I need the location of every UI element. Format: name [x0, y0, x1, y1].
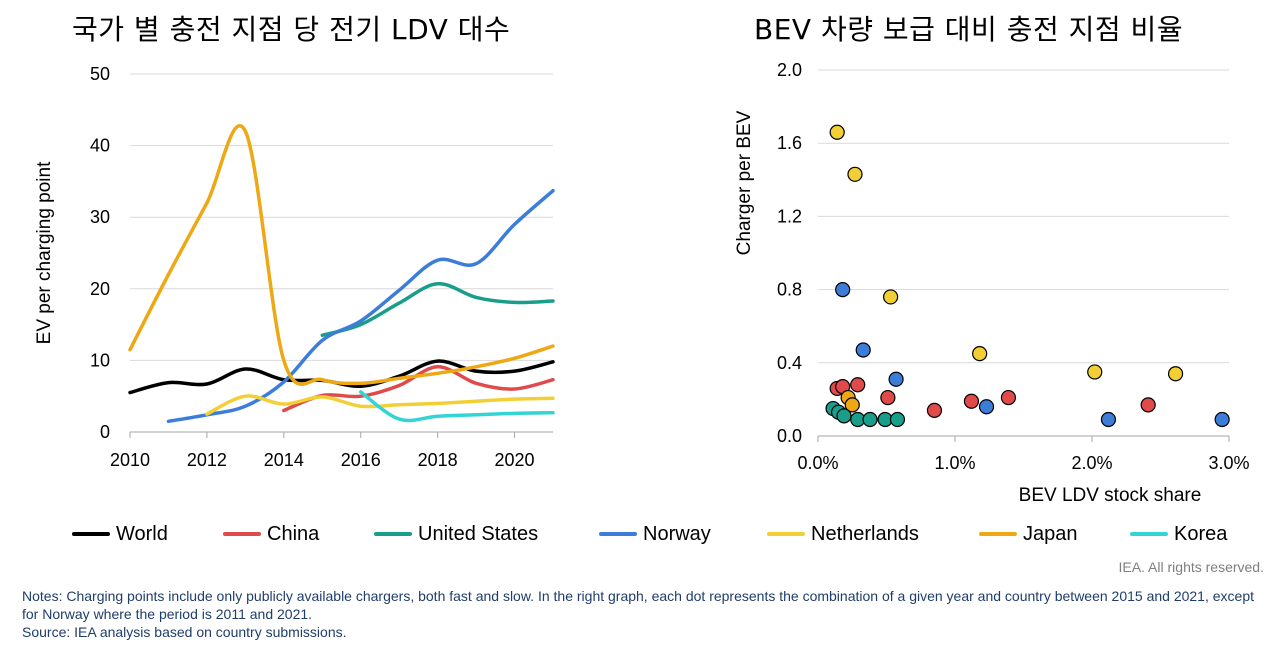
right-x-tick-label: 2.0% [1071, 453, 1112, 473]
left-y-tick-label: 10 [90, 350, 110, 370]
left-x-tick-label: 2010 [110, 450, 150, 470]
scatter-point-china [850, 377, 866, 393]
right-y-tick-label: 0.4 [777, 353, 802, 373]
legend-item-norway: Norway [599, 521, 711, 547]
left-chart-title: 국가 별 충전 지점 당 전기 LDV 대수 [72, 13, 511, 46]
scatter-point-united-states [862, 411, 878, 428]
legend-swatch-norway [599, 532, 637, 536]
scatter-point-japan [844, 397, 860, 413]
series-line-korea [358, 390, 555, 423]
left-x-tick-label: 2018 [418, 450, 458, 470]
left-y-tick-label: 40 [90, 136, 110, 156]
scatter-point-norway [888, 371, 904, 387]
legend-label: Norway [643, 522, 711, 545]
legend-item-japan: Japan [979, 521, 1078, 547]
legend-label: China [267, 522, 320, 545]
left-x-tick-label: 2014 [264, 450, 304, 470]
left-y-tick-label: 30 [90, 207, 110, 227]
legend-item-netherlands: Netherlands [767, 521, 919, 547]
scatter-point-china [926, 402, 943, 418]
legend-label: Netherlands [811, 522, 919, 545]
scatter-point-united-states [836, 408, 852, 424]
right-y-tick-label: 1.2 [777, 206, 802, 226]
notes-text: Notes: Charging points include only publ… [22, 588, 1254, 622]
scatter-point-china [1000, 389, 1017, 406]
scatter-point-netherlands [883, 289, 899, 305]
notes-block: Notes: Charging points include only publ… [22, 587, 1262, 641]
scatter-point-china [880, 389, 896, 406]
right-x-tick-label: 3.0% [1208, 453, 1249, 473]
left-y-tick-label: 50 [90, 64, 110, 84]
legend-swatch-china [223, 532, 261, 536]
scatter-point-china [963, 393, 980, 409]
right-axes: 0.0 0.4 0.8 1.2 1.6 2.0 0.0% 1.0% 2.0% 3.0% BEV LD… [734, 60, 1250, 506]
scatter-point-norway [1214, 411, 1230, 428]
series-line-japan [128, 124, 555, 386]
left-gridlines [130, 73, 553, 361]
left-y-tick-label: 20 [90, 279, 110, 299]
left-series-lines [128, 124, 555, 424]
scatter-point-norway [978, 399, 995, 415]
right-y-axis-title: Charger per BEV [734, 110, 755, 255]
rights-notice: IEA. All rights reserved. [1118, 559, 1264, 575]
right-x-axis-title: BEV LDV stock share [1019, 485, 1202, 506]
legend-swatch-japan [979, 532, 1017, 536]
series-line-netherlands [205, 394, 555, 416]
scatter-point-norway [855, 342, 871, 358]
legend-item-china: China [223, 521, 319, 547]
right-y-tick-label: 1.6 [777, 133, 802, 153]
legend-swatch-world [72, 532, 110, 536]
scatter-point-norway [835, 282, 851, 298]
right-x-tick-label: 0.0% [797, 453, 838, 473]
right-y-tick-label: 0.0 [777, 426, 802, 446]
left-y-axis-title: EV per charging point [34, 161, 55, 344]
right-chart-title: BEV 차량 보급 대비 충전 지점 비율 [754, 13, 1184, 46]
legend-item-united-states: United States [374, 521, 538, 547]
scatter-point-netherlands [847, 166, 863, 182]
scatter-point-netherlands [1167, 366, 1184, 382]
scatter-point-netherlands [972, 346, 988, 362]
scatter-point-united-states [889, 411, 906, 428]
left-y-tick-label: 0 [100, 422, 110, 442]
legend: World China United States Norway Netherl… [72, 521, 1272, 547]
scatter-point-netherlands [829, 124, 845, 140]
scatter-point-netherlands [1087, 364, 1103, 380]
legend-label: Japan [1023, 522, 1078, 545]
right-scatter-points [825, 124, 1230, 428]
left-x-tick-label: 2020 [495, 450, 535, 470]
left-x-tick-label: 2012 [187, 450, 227, 470]
series-line-united-states [320, 282, 555, 338]
left-x-tick-label: 2016 [341, 450, 381, 470]
right-y-tick-label: 2.0 [777, 60, 802, 80]
series-line-norway [166, 188, 555, 424]
legend-item-world: World [72, 521, 168, 547]
legend-item-korea: Korea [1130, 521, 1227, 547]
scatter-point-china [1140, 397, 1156, 413]
right-y-tick-label: 0.8 [777, 280, 802, 300]
source-text: Source: IEA analysis based on country su… [22, 624, 347, 640]
legend-swatch-netherlands [767, 532, 805, 536]
scatter-point-norway [1100, 411, 1117, 428]
legend-label: Korea [1174, 522, 1228, 545]
legend-swatch-korea [1130, 532, 1168, 536]
right-gridlines [818, 69, 1229, 364]
legend-label: United States [418, 522, 539, 545]
legend-label: World [116, 522, 168, 545]
right-x-tick-label: 1.0% [934, 453, 975, 473]
legend-swatch-united-states [374, 532, 412, 536]
left-axes: 0 10 20 30 40 50 2010 2012 2014 2016 2018 2020 EV pe… [34, 64, 553, 470]
